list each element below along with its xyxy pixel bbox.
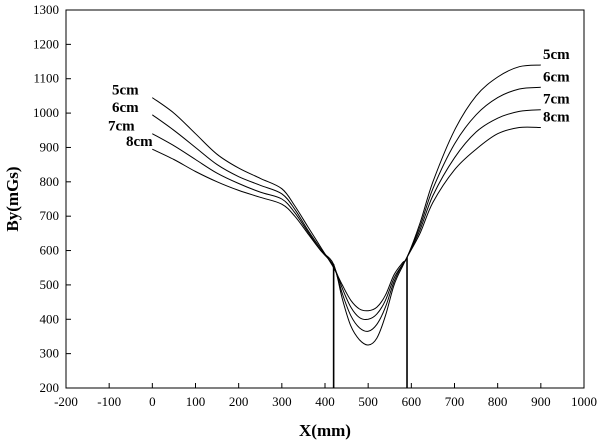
chart: -200 -100 0 100 200 300 400 500 600 700 800 900 1000… <box>0 0 602 443</box>
x-tick-label: 300 <box>272 394 292 409</box>
series-label-right: 5cm <box>543 47 570 63</box>
x-tick-label: -100 <box>97 394 121 409</box>
y-tick-label: 700 <box>40 208 60 223</box>
y-tick-label: 1000 <box>33 105 59 120</box>
series-label-right: 8cm <box>543 110 570 126</box>
y-tick-label: 900 <box>40 139 60 154</box>
series-label-right: 7cm <box>543 92 570 108</box>
x-tick-label: 1000 <box>571 394 597 409</box>
x-tick-label: -200 <box>54 394 78 409</box>
x-axis-title: X(mm) <box>299 421 351 440</box>
series-label-left: 5cm <box>112 83 139 99</box>
y-tick-label: 600 <box>40 243 60 258</box>
x-tick-label: 600 <box>402 394 422 409</box>
x-tick-label: 800 <box>488 394 508 409</box>
x-tick-label: 700 <box>445 394 465 409</box>
y-tick-label: 500 <box>40 277 60 292</box>
y-tick-label: 400 <box>40 311 60 326</box>
x-tick-label: 100 <box>186 394 206 409</box>
x-tick-label: 900 <box>531 394 551 409</box>
x-tick-label: 200 <box>229 394 249 409</box>
series-label-left: 8cm <box>126 134 153 150</box>
y-tick-label: 1200 <box>33 36 59 51</box>
series-label-left: 6cm <box>112 100 139 116</box>
y-tick-label: 1100 <box>33 71 59 86</box>
x-tick-label: 400 <box>315 394 335 409</box>
y-tick-label: 800 <box>40 174 60 189</box>
series-label-left: 7cm <box>108 119 135 135</box>
y-tick-label: 1300 <box>33 2 59 17</box>
plot-area <box>66 10 584 388</box>
x-tick-label: 500 <box>358 394 378 409</box>
y-axis-title: By(mGs) <box>3 166 22 231</box>
y-tick-label: 300 <box>40 346 60 361</box>
y-tick-label: 200 <box>40 380 60 395</box>
x-tick-label: 0 <box>149 394 156 409</box>
series-label-right: 6cm <box>543 69 570 85</box>
